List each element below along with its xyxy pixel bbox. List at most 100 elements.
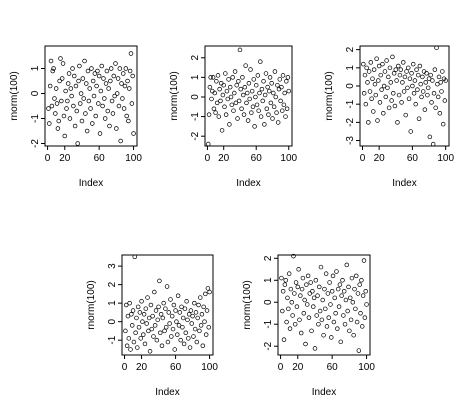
point xyxy=(367,89,373,94)
point xyxy=(431,91,437,96)
point xyxy=(127,86,132,91)
point xyxy=(305,273,311,279)
point xyxy=(96,101,101,106)
point xyxy=(396,92,402,98)
point xyxy=(318,264,324,270)
point xyxy=(290,313,295,318)
point xyxy=(359,278,364,283)
point xyxy=(173,308,178,313)
point xyxy=(361,258,367,263)
point xyxy=(376,78,381,83)
point xyxy=(315,293,320,298)
point xyxy=(101,76,106,81)
point xyxy=(219,128,225,133)
x-axis-label: Index xyxy=(236,178,260,189)
point xyxy=(264,106,270,111)
point xyxy=(196,302,201,308)
point xyxy=(436,74,442,80)
point xyxy=(203,291,208,297)
point xyxy=(353,306,358,312)
point xyxy=(99,63,104,69)
point xyxy=(396,63,401,69)
y-axis-label: rnorm(100) xyxy=(324,71,335,120)
point xyxy=(440,121,446,127)
point xyxy=(253,94,258,100)
point xyxy=(401,89,407,94)
point xyxy=(117,66,123,71)
point xyxy=(269,81,274,86)
point xyxy=(63,88,68,94)
point xyxy=(125,78,130,84)
point xyxy=(210,88,215,94)
point xyxy=(152,323,158,328)
point xyxy=(257,90,262,96)
point xyxy=(412,78,418,83)
y-tick-label: 2 xyxy=(190,55,201,61)
point xyxy=(258,59,263,64)
point xyxy=(201,304,206,310)
point xyxy=(154,337,160,343)
point xyxy=(47,83,53,89)
point xyxy=(217,86,222,92)
point xyxy=(262,122,267,127)
point xyxy=(415,87,420,92)
point xyxy=(385,85,390,91)
point xyxy=(267,75,273,80)
point xyxy=(409,71,414,76)
point xyxy=(266,88,272,94)
point xyxy=(246,81,252,86)
x-axis-label: Index xyxy=(79,178,103,189)
point xyxy=(131,131,136,136)
point xyxy=(127,68,133,74)
point xyxy=(253,82,259,88)
point xyxy=(410,61,416,67)
x-tick-label: 0 xyxy=(45,153,51,164)
point xyxy=(141,312,147,317)
y-tick-label: 2 xyxy=(107,281,118,287)
point xyxy=(68,86,74,91)
point xyxy=(158,312,164,317)
point xyxy=(327,280,332,285)
point xyxy=(95,68,100,74)
point xyxy=(128,51,134,56)
point xyxy=(66,71,72,76)
point xyxy=(90,121,95,126)
x-tick-label: 60 xyxy=(407,153,419,164)
point xyxy=(161,300,166,306)
point xyxy=(190,313,195,319)
point xyxy=(177,310,183,315)
y-tick-label: 0 xyxy=(263,299,274,305)
point xyxy=(437,111,443,116)
point xyxy=(439,89,444,94)
point xyxy=(146,328,151,334)
point xyxy=(295,284,301,290)
point xyxy=(232,90,237,96)
point xyxy=(226,77,231,82)
point xyxy=(140,319,145,324)
point xyxy=(67,116,73,121)
point xyxy=(116,103,122,109)
point xyxy=(89,66,94,71)
point xyxy=(425,85,431,91)
point xyxy=(209,96,214,102)
point xyxy=(398,67,404,72)
x-tick-label: 60 xyxy=(170,362,182,373)
point xyxy=(199,312,205,317)
point xyxy=(218,98,223,104)
point xyxy=(368,60,374,65)
point xyxy=(363,101,369,107)
x-axis-label: Index xyxy=(312,387,336,398)
point xyxy=(282,90,287,96)
point xyxy=(193,310,199,315)
point xyxy=(254,102,260,108)
point xyxy=(435,81,440,87)
point xyxy=(50,68,55,74)
point xyxy=(200,343,206,348)
point xyxy=(100,103,105,109)
point xyxy=(411,91,417,96)
point xyxy=(291,253,296,259)
point xyxy=(413,101,418,107)
point xyxy=(216,114,222,119)
point xyxy=(410,83,415,89)
point xyxy=(76,78,81,84)
